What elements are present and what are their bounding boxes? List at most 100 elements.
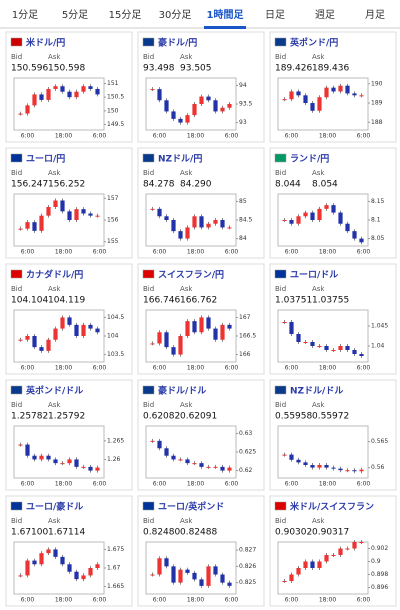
x-tick-label: 6:00	[21, 249, 35, 256]
pair-title[interactable]: 豪ドル/円	[158, 37, 197, 49]
x-tick-label: 18:00	[55, 481, 72, 488]
candle	[220, 574, 225, 583]
candle	[359, 95, 364, 97]
pair-title[interactable]: ユーロ/円	[26, 154, 65, 165]
y-tick-label: 8.15	[371, 198, 385, 205]
ask-label: Ask	[48, 53, 61, 61]
candle	[46, 549, 51, 554]
bid-label: Bid	[275, 169, 286, 177]
tab[interactable]: 日足	[265, 9, 285, 21]
x-tick-label: 18:00	[55, 365, 72, 372]
ask-value: 166.762	[180, 296, 217, 306]
candle	[206, 317, 211, 329]
bid-label: Bid	[275, 517, 286, 525]
pair-title[interactable]: 豪ドル/ドル	[158, 385, 206, 397]
ask-value: 1.25792	[48, 412, 85, 422]
ask-label: Ask	[312, 401, 325, 409]
pair-title[interactable]: NZドル/ドル	[290, 386, 343, 397]
bid-value: 0.82480	[143, 528, 180, 538]
candle	[303, 95, 308, 104]
tab[interactable]: 1分足	[12, 9, 38, 21]
candle	[171, 111, 176, 119]
tab[interactable]: 5分足	[62, 9, 88, 21]
pair-title[interactable]: カナダドル/円	[26, 269, 83, 281]
candle	[25, 560, 30, 576]
ask-label: Ask	[48, 169, 61, 177]
x-tick-label: 18:00	[319, 481, 336, 488]
y-tick-label: 1.675	[107, 546, 124, 553]
candle	[282, 99, 287, 101]
pair-title[interactable]: スイスフラン/円	[158, 270, 224, 281]
candle	[164, 216, 169, 220]
tab[interactable]: 1時間足	[207, 8, 245, 21]
flag	[274, 385, 287, 395]
bid-label: Bid	[143, 517, 154, 525]
candle	[46, 88, 51, 100]
candle	[39, 215, 44, 231]
y-tick-label: 8.1	[371, 217, 381, 224]
pair-title[interactable]: 英ポンド/ドル	[25, 385, 83, 397]
pair-title[interactable]: ランド/円	[290, 154, 329, 165]
candle	[199, 463, 204, 467]
y-tick-label: 0.896	[371, 584, 388, 591]
pair-title[interactable]: 米ドル/スイスフラン	[289, 501, 374, 513]
candle	[289, 91, 294, 100]
x-tick-label: 6:00	[153, 133, 167, 140]
pair-title[interactable]: 英ポンド/円	[289, 37, 338, 49]
candle	[331, 555, 336, 556]
ask-value: 104.119	[48, 296, 85, 306]
y-tick-label: 151	[107, 80, 119, 87]
x-tick-label: 6:00	[21, 365, 35, 372]
chart-frame	[13, 193, 105, 247]
candle	[67, 317, 72, 325]
bid-value: 0.55958	[275, 412, 312, 422]
candle	[310, 465, 315, 468]
bid-label: Bid	[11, 401, 22, 409]
y-tick-label: 103.5	[107, 351, 124, 358]
tab[interactable]: 月足	[365, 9, 385, 21]
flag	[142, 269, 155, 279]
candle	[81, 324, 86, 336]
pair-title[interactable]: 米ドル/円	[25, 37, 65, 49]
candle	[53, 200, 58, 207]
candle	[53, 459, 58, 464]
candle	[53, 549, 58, 557]
candle	[185, 115, 190, 123]
candle	[352, 93, 357, 96]
ask-label: Ask	[48, 401, 61, 409]
candle	[95, 215, 100, 217]
tab[interactable]: 週足	[315, 9, 335, 21]
y-tick-label: 1.265	[107, 437, 124, 444]
candle	[164, 332, 169, 348]
candle	[199, 96, 204, 104]
candle	[289, 574, 294, 581]
candle	[324, 87, 329, 98]
x-tick-label: 6:00	[225, 133, 239, 140]
pair-title[interactable]: NZドル/円	[158, 154, 202, 165]
candle	[67, 564, 72, 572]
candle	[331, 87, 336, 92]
x-tick-label: 18:00	[187, 133, 204, 140]
candle	[345, 85, 350, 94]
x-tick-label: 6:00	[357, 249, 371, 256]
ask-label: Ask	[312, 169, 325, 177]
pair-title[interactable]: ユーロ/ドル	[290, 270, 338, 281]
candle	[192, 463, 197, 465]
x-tick-label: 6:00	[225, 249, 239, 256]
tab[interactable]: 30分足	[159, 9, 192, 21]
pair-title[interactable]: ユーロ/豪ドル	[26, 501, 83, 513]
x-tick-label: 6:00	[21, 597, 35, 604]
candle	[39, 553, 44, 565]
candle	[227, 582, 232, 586]
candle	[39, 455, 44, 460]
x-tick-label: 6:00	[153, 597, 167, 604]
candle	[352, 542, 357, 549]
ask-value: 93.505	[180, 64, 212, 74]
candle	[213, 328, 218, 340]
pair-title[interactable]: ユーロ/英ポンド	[158, 501, 224, 513]
candle	[150, 89, 155, 91]
candle	[157, 332, 162, 344]
tab[interactable]: 15分足	[109, 9, 142, 21]
candle	[164, 448, 169, 456]
candle	[178, 336, 183, 355]
